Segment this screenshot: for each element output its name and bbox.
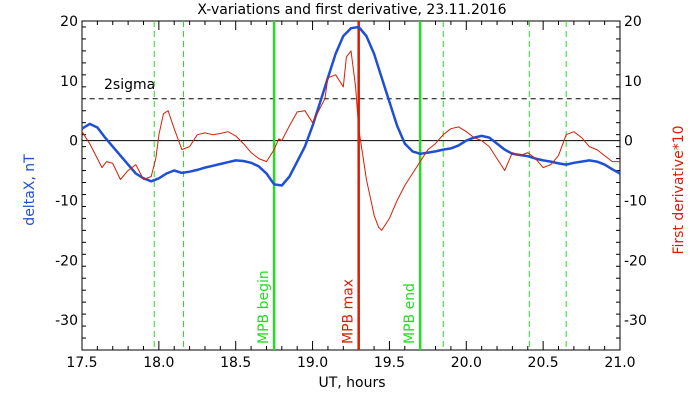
- y-tick-label-right: 0: [624, 134, 633, 150]
- y-axis-label-left: deltaX, nT: [22, 154, 38, 226]
- y-tick-label-left: 0: [69, 134, 78, 150]
- sigma-label: 2sigma: [104, 77, 155, 93]
- y-tick-label-left: -30: [55, 313, 78, 329]
- y-axis-label-right: First derivative*10: [671, 125, 687, 254]
- y-tick-label-right: -10: [624, 193, 647, 209]
- x-tick-label: 21.0: [604, 355, 635, 371]
- plot-frame: [81, 20, 621, 351]
- x-tick-label: 18.5: [220, 355, 251, 371]
- marker-label-mpb-begin: MPB begin: [256, 270, 272, 344]
- series-line-derivative: [81, 50, 620, 231]
- y-tick-label-left: 20: [60, 14, 78, 30]
- marker-label-mpb-max: MPB max: [341, 279, 357, 344]
- x-axis-label: UT, hours: [318, 375, 385, 391]
- x-tick-label: 17.5: [66, 355, 97, 371]
- series-line-deltaX: [81, 25, 621, 187]
- y-tick-label-right: -30: [624, 313, 647, 329]
- plot-area: 17.5 18.0 18.5 19.0 19.5 20.0 20.5 21.0 -30 -30 -2…: [55, 14, 647, 371]
- x-tick-label: 19.0: [297, 355, 328, 371]
- chart-title: X-variations and first derivative, 23.11…: [197, 2, 506, 18]
- x-tick-label: 20.5: [528, 355, 559, 371]
- marker-label-mpb-end: MPB end: [402, 283, 418, 344]
- y-tick-label-right: 20: [624, 14, 642, 30]
- x-tick-label: 18.0: [143, 355, 174, 371]
- y-tick-label-left: -20: [55, 253, 78, 269]
- y-tick-label-left: -10: [55, 193, 78, 209]
- y-tick-label-right: 10: [624, 74, 642, 90]
- x-tick-label: 19.5: [374, 355, 405, 371]
- x-tick-label: 20.0: [451, 355, 482, 371]
- y-tick-label-right: -20: [624, 253, 647, 269]
- y-tick-label-left: 10: [60, 74, 78, 90]
